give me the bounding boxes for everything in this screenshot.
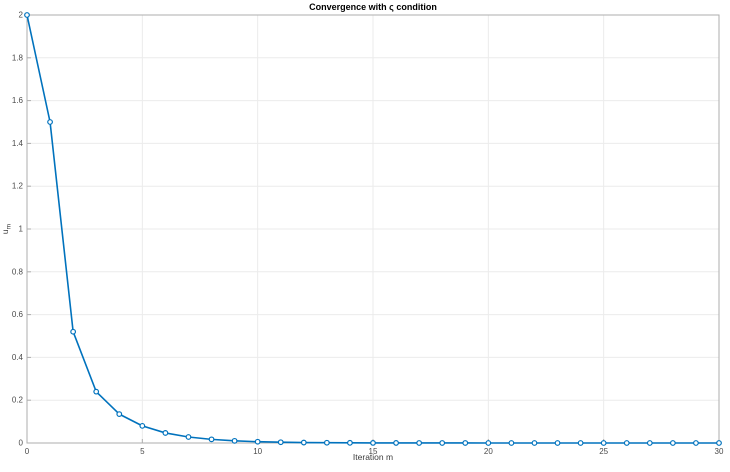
data-point-marker [254,438,261,445]
data-point-marker [485,440,492,446]
y-tick-label: 0.2 [12,396,24,405]
y-tick-label: 1.8 [12,53,24,62]
data-point-marker [323,439,330,446]
x-tick-label: 20 [484,447,493,456]
y-tick-label: 0.8 [12,267,24,276]
y-tick-label: 1.2 [12,182,24,191]
data-point-marker [669,440,676,446]
data-point-marker [646,440,653,446]
data-point-marker [554,440,561,446]
data-point-marker [277,439,284,446]
x-tick-label: 0 [25,447,30,456]
y-tick-label: 2 [19,11,24,20]
data-point-marker [693,440,699,446]
data-point-marker [139,422,146,429]
x-tick-label: 5 [140,447,145,456]
data-point-marker [24,12,30,18]
data-point-marker [47,119,53,125]
data-point-marker [416,440,423,446]
data-point-marker [600,440,607,446]
x-tick-label: 10 [253,447,262,456]
x-axis-label: Iteration m [352,452,394,462]
data-point-marker [70,328,77,335]
data-point-marker [231,437,238,444]
y-tick-label: 0.6 [12,310,24,319]
data-point-marker [162,430,169,436]
x-tick-label: 30 [715,447,724,456]
data-point-marker [623,440,630,446]
y-tick-label: 0 [19,439,24,448]
data-point-marker [439,440,446,446]
y-tick-label: 0.4 [12,353,24,362]
y-axis-label-subscript: m [5,223,13,230]
data-point-marker [577,440,584,446]
y-tick-label: 1.4 [12,139,24,148]
data-point-marker [93,388,100,395]
x-tick-label: 25 [599,447,608,456]
y-tick-label: 1 [19,225,24,234]
data-point-marker [508,440,515,446]
data-point-marker [462,440,469,446]
y-axis-label: um [0,223,13,235]
data-point-marker [208,436,215,443]
data-point-marker [531,440,538,446]
data-point-marker [347,439,353,446]
x-tick-label: 15 [369,447,378,456]
chart-title: Convergence with ς condition [309,2,437,12]
data-point-marker [116,411,123,418]
data-point-marker [185,434,192,440]
data-point-marker [300,439,307,446]
data-point-marker [370,439,376,446]
y-tick-label: 1.6 [12,96,24,105]
data-point-marker [716,440,722,446]
data-point-marker [393,440,399,446]
